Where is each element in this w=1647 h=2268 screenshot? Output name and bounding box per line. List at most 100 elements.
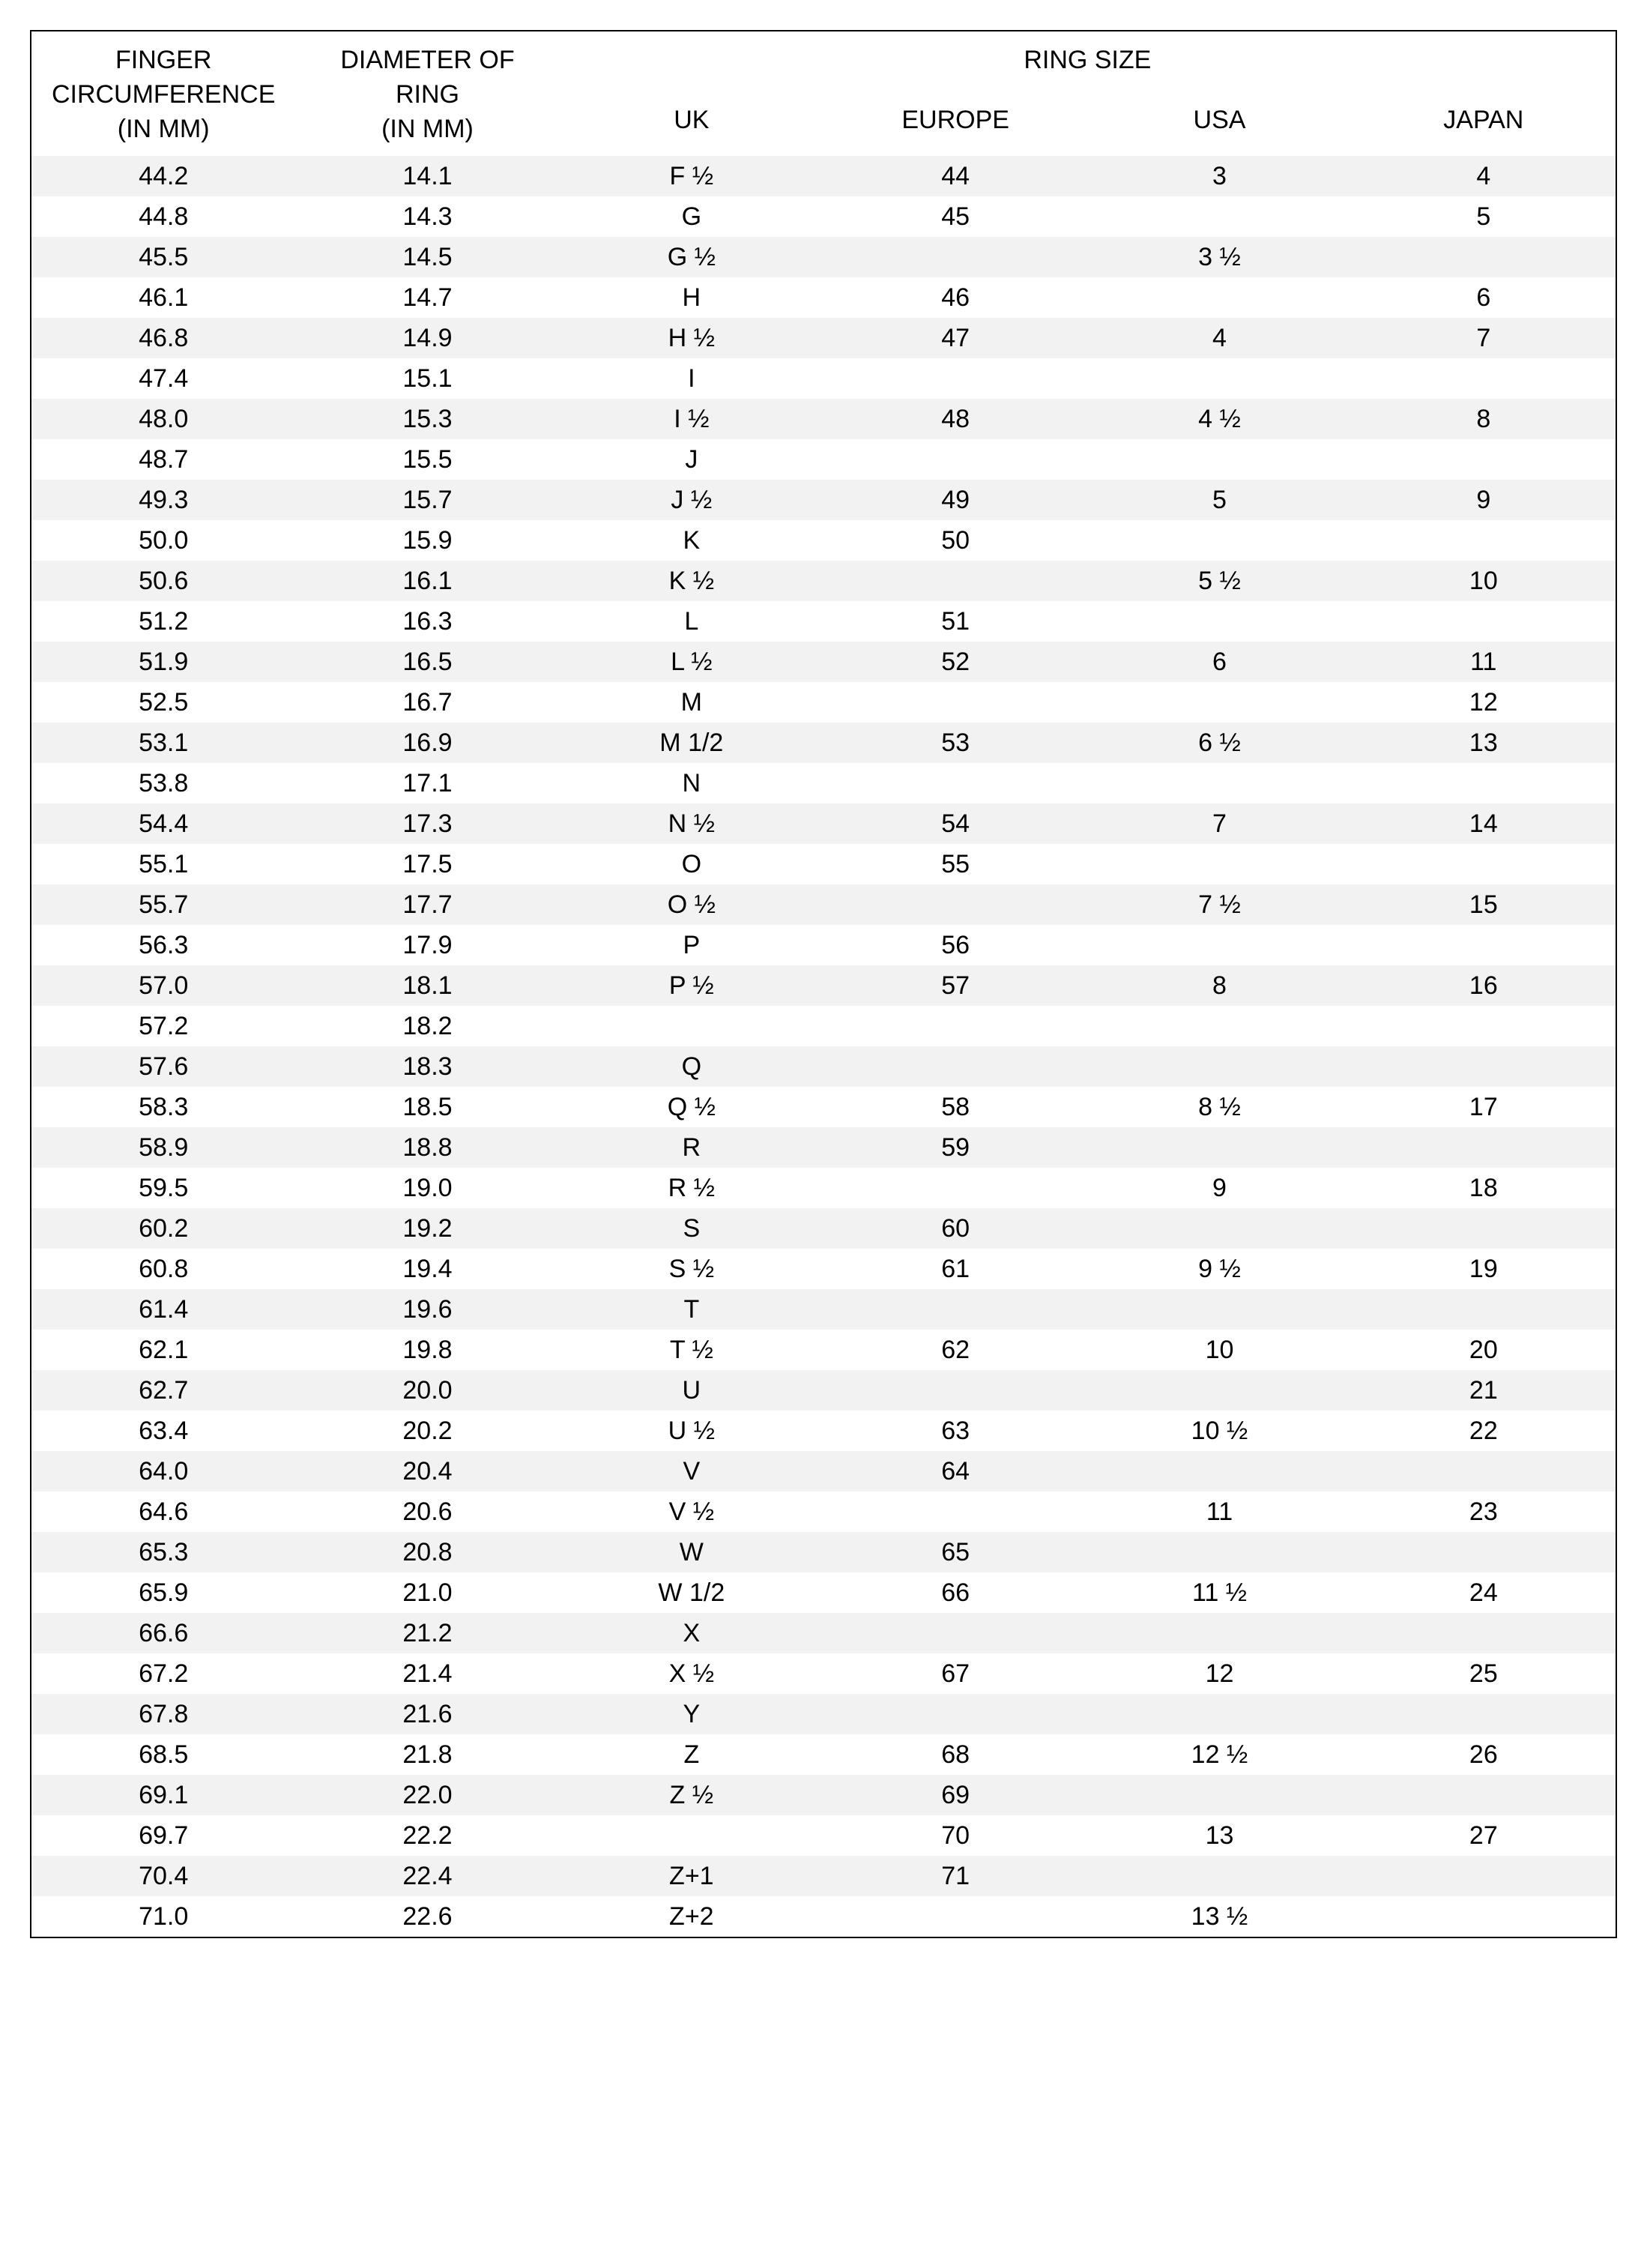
table-cell: [1352, 932, 1616, 958]
table-cell: 8: [1087, 973, 1351, 998]
table-cell: 20.6: [295, 1499, 559, 1524]
table-cell: 22.4: [295, 1863, 559, 1889]
table-cell: [560, 1823, 824, 1848]
table-cell: 19.2: [295, 1216, 559, 1241]
table-cell: 22.0: [295, 1782, 559, 1808]
table-cell: 17.3: [295, 811, 559, 836]
table-cell: [1352, 1863, 1616, 1889]
table-row: 58.918.8R59: [31, 1127, 1616, 1168]
table-row: 57.018.1P ½57816: [31, 965, 1616, 1006]
table-cell: 9: [1087, 1175, 1351, 1201]
table-cell: 21: [1352, 1378, 1616, 1403]
table-cell: M 1/2: [560, 730, 824, 756]
table-cell: [1087, 285, 1351, 310]
table-cell: 69.1: [31, 1782, 295, 1808]
table-cell: 45: [824, 204, 1087, 229]
table-row: 56.317.9P56: [31, 925, 1616, 965]
table-cell: V: [560, 1459, 824, 1484]
table-cell: 20.4: [295, 1459, 559, 1484]
table-cell: [1352, 1135, 1616, 1160]
table-cell: 46.8: [31, 325, 295, 351]
table-cell: 69: [824, 1782, 1087, 1808]
table-cell: 19.4: [295, 1256, 559, 1282]
table-cell: [1087, 528, 1351, 553]
table-cell: 69.7: [31, 1823, 295, 1848]
table-row: 67.221.4X ½671225: [31, 1653, 1616, 1694]
table-cell: O: [560, 851, 824, 877]
table-row: 48.715.5J: [31, 439, 1616, 480]
table-cell: 63.4: [31, 1418, 295, 1444]
table-cell: 18.3: [295, 1054, 559, 1079]
table-cell: 70.4: [31, 1863, 295, 1889]
table-cell: 59: [824, 1135, 1087, 1160]
table-cell: 62: [824, 1337, 1087, 1363]
table-cell: 14.7: [295, 285, 559, 310]
table-cell: 47: [824, 325, 1087, 351]
table-cell: 50.0: [31, 528, 295, 553]
table-cell: P ½: [560, 973, 824, 998]
table-cell: 48.7: [31, 447, 295, 472]
table-cell: [1087, 609, 1351, 634]
table-cell: 21.2: [295, 1620, 559, 1646]
table-cell: [1352, 1459, 1616, 1484]
table-cell: [824, 892, 1087, 917]
table-cell: [1087, 1135, 1351, 1160]
ring-size-table: RING SIZE FINGER CIRCUMFERENCE (IN MM) D…: [30, 30, 1617, 1938]
table-cell: 20.2: [295, 1418, 559, 1444]
table-cell: 10: [1352, 568, 1616, 594]
table-cell: 51: [824, 609, 1087, 634]
table-cell: H ½: [560, 325, 824, 351]
table-cell: L ½: [560, 649, 824, 675]
table-cell: 19: [1352, 1256, 1616, 1282]
table-cell: 49.3: [31, 487, 295, 513]
table-cell: 9 ½: [1087, 1256, 1351, 1282]
table-cell: S ½: [560, 1256, 824, 1282]
table-cell: 17.5: [295, 851, 559, 877]
table-cell: 14.5: [295, 244, 559, 270]
table-row: 57.618.3Q: [31, 1046, 1616, 1087]
table-row: 44.814.3G455: [31, 196, 1616, 237]
table-cell: J ½: [560, 487, 824, 513]
table-cell: 14: [1352, 811, 1616, 836]
table-cell: 64.6: [31, 1499, 295, 1524]
table-cell: [1352, 528, 1616, 553]
table-cell: [1087, 1620, 1351, 1646]
table-cell: 60.2: [31, 1216, 295, 1241]
table-cell: [1087, 1054, 1351, 1079]
table-row: 62.720.0U21: [31, 1370, 1616, 1411]
table-cell: Z ½: [560, 1782, 824, 1808]
table-cell: 53: [824, 730, 1087, 756]
table-cell: 65.9: [31, 1580, 295, 1605]
table-cell: 11: [1352, 649, 1616, 675]
table-cell: 49: [824, 487, 1087, 513]
table-cell: 12: [1087, 1661, 1351, 1686]
table-cell: [824, 447, 1087, 472]
table-cell: 4: [1352, 163, 1616, 189]
table-cell: 61.4: [31, 1297, 295, 1322]
table-cell: 68: [824, 1742, 1087, 1767]
table-cell: L: [560, 609, 824, 634]
table-cell: 56.3: [31, 932, 295, 958]
table-cell: 50: [824, 528, 1087, 553]
table-cell: 18.5: [295, 1094, 559, 1120]
table-cell: 10: [1087, 1337, 1351, 1363]
table-cell: 7: [1352, 325, 1616, 351]
table-cell: [824, 1499, 1087, 1524]
table-cell: [824, 1620, 1087, 1646]
table-row: 65.320.8W65: [31, 1532, 1616, 1572]
table-cell: 57.0: [31, 973, 295, 998]
header-col-diameter: DIAMETER OF RING (IN MM): [295, 43, 559, 147]
table-cell: K ½: [560, 568, 824, 594]
table-cell: 16.7: [295, 690, 559, 715]
table-cell: [1352, 1054, 1616, 1079]
table-row: 70.422.4Z+171: [31, 1856, 1616, 1896]
table-header: RING SIZE FINGER CIRCUMFERENCE (IN MM) D…: [31, 31, 1616, 156]
table-cell: [1087, 1459, 1351, 1484]
table-cell: 13: [1352, 730, 1616, 756]
table-cell: 64.0: [31, 1459, 295, 1484]
table-row: 58.318.5Q ½588 ½17: [31, 1087, 1616, 1127]
table-cell: 14.9: [295, 325, 559, 351]
table-cell: 62.7: [31, 1378, 295, 1403]
table-cell: R: [560, 1135, 824, 1160]
table-cell: [1087, 851, 1351, 877]
